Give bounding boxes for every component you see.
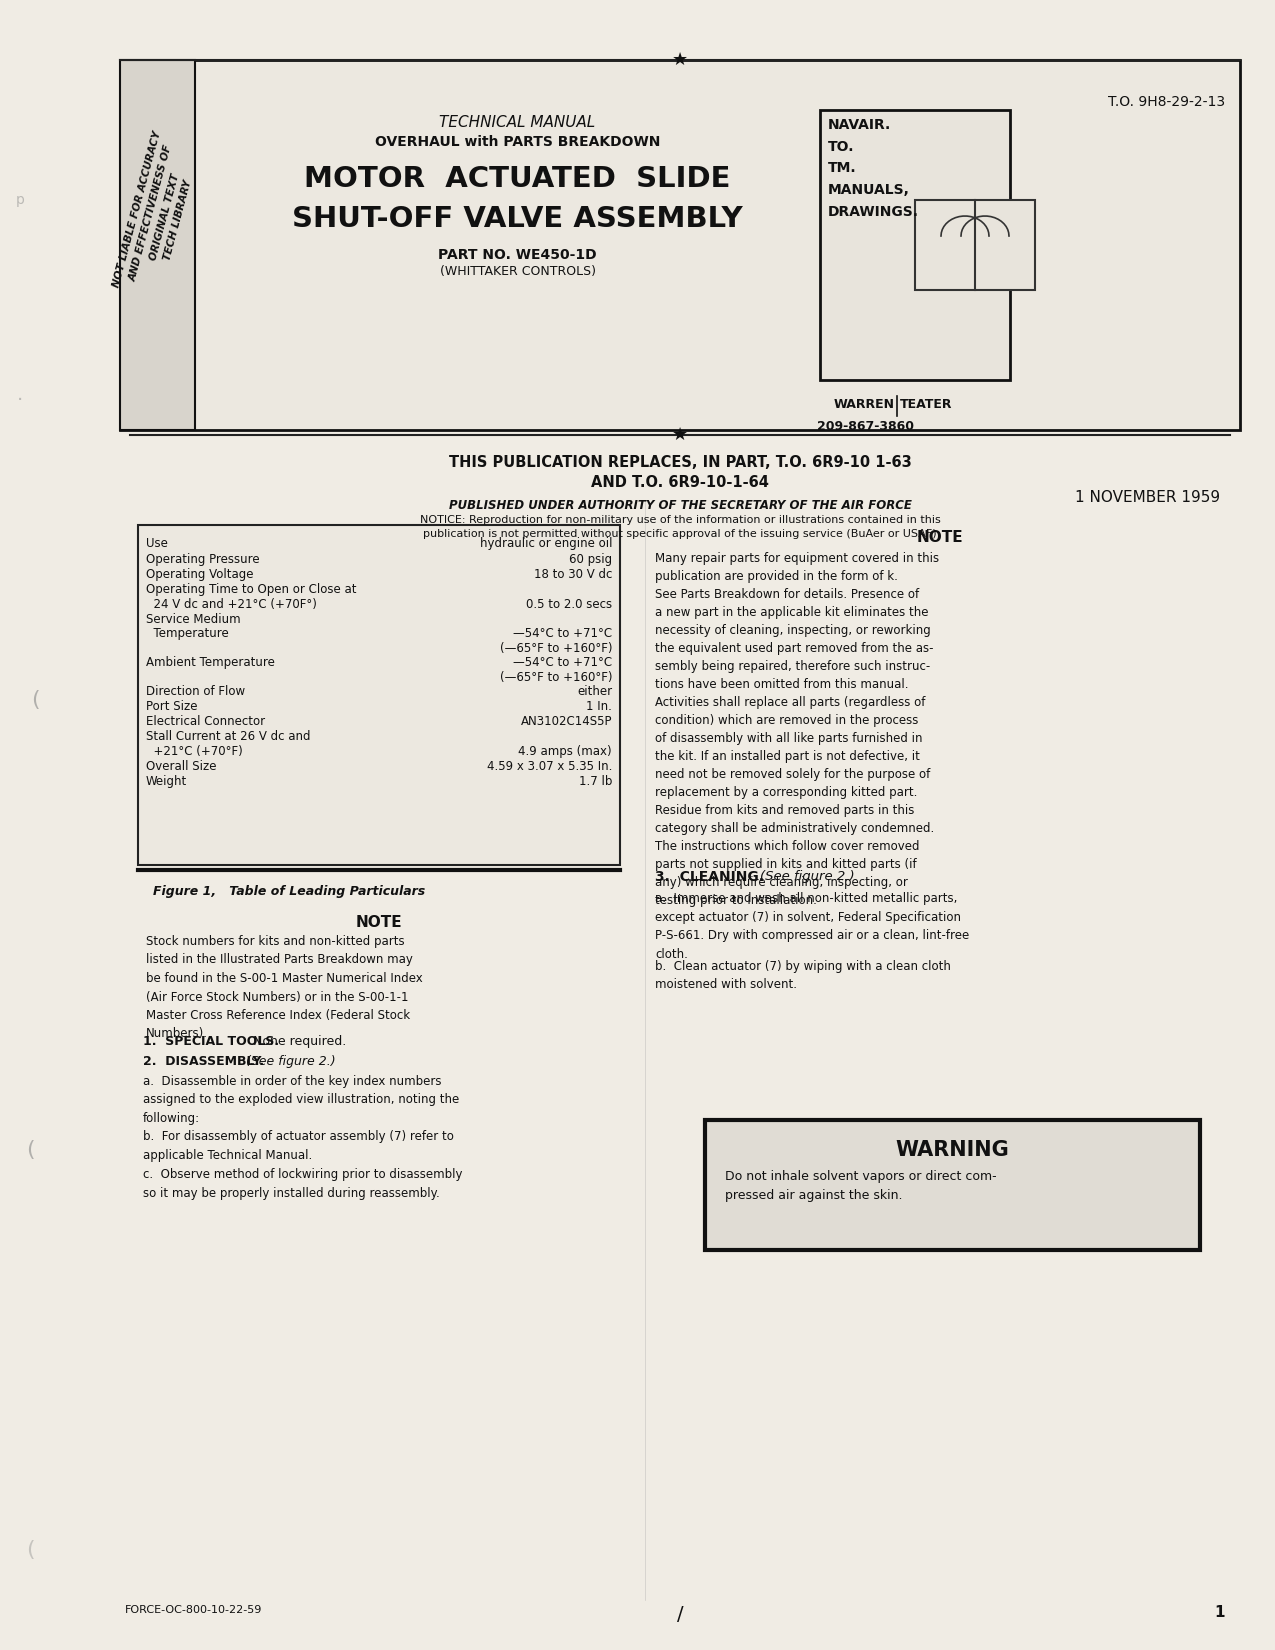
Text: PUBLISHED UNDER AUTHORITY OF THE SECRETARY OF THE AIR FORCE: PUBLISHED UNDER AUTHORITY OF THE SECRETA… [449,498,912,512]
Text: NAVAIR.
TO.
TM.
MANUALS,
DRAWINGS.: NAVAIR. TO. TM. MANUALS, DRAWINGS. [827,119,919,219]
Text: NOTE: NOTE [917,530,964,544]
Text: Operating Time to Open or Close at: Operating Time to Open or Close at [147,582,357,596]
Text: Weight: Weight [147,776,187,789]
Text: 0.5 to 2.0 secs: 0.5 to 2.0 secs [525,597,612,610]
Text: T.O. 9H8-29-2-13: T.O. 9H8-29-2-13 [1108,96,1225,109]
Bar [138,525,620,865]
Text: b.  For disassembly of actuator assembly (7) refer to
applicable Technical Manua: b. For disassembly of actuator assembly … [143,1130,454,1162]
Text: AND T.O. 6R9-10-1-64: AND T.O. 6R9-10-1-64 [592,475,769,490]
Text: c.  Observe method of lockwiring prior to disassembly
so it may be properly inst: c. Observe method of lockwiring prior to… [143,1168,463,1200]
Text: —54°C to +71°C: —54°C to +71°C [513,657,612,668]
Text: NOT LIABLE FOR ACCURACY
AND EFFECTIVENESS OF
ORIGINAL TEXT
TECH LIBRARY: NOT LIABLE FOR ACCURACY AND EFFECTIVENES… [111,130,204,300]
Text: 1.  SPECIAL TOOLS.: 1. SPECIAL TOOLS. [143,1035,279,1048]
Text: Use: Use [147,536,168,549]
Text: ★: ★ [672,51,689,69]
Text: a.  Disassemble in order of the key index numbers
assigned to the exploded view : a. Disassemble in order of the key index… [143,1076,459,1125]
Text: +21°C (+70°F): +21°C (+70°F) [147,746,242,757]
Text: 1.7 lb: 1.7 lb [579,776,612,789]
Text: WARREN: WARREN [834,398,895,411]
Bar [120,59,195,431]
Text: hydraulic or engine oil: hydraulic or engine oil [479,536,612,549]
Text: Many repair parts for equipment covered in this
publication are provided in the : Many repair parts for equipment covered … [655,553,940,908]
Text: ★: ★ [672,426,689,444]
Text: OVERHAUL with PARTS BREAKDOWN: OVERHAUL with PARTS BREAKDOWN [375,135,660,148]
Text: Overall Size: Overall Size [147,761,217,772]
Text: p: p [15,193,24,206]
Text: 4.9 amps (max): 4.9 amps (max) [519,746,612,757]
Text: 209-867-3860: 209-867-3860 [816,421,913,432]
Text: NOTICE: Reproduction for non-military use of the information or illustrations co: NOTICE: Reproduction for non-military us… [419,515,941,540]
Text: AN3102C14S5P: AN3102C14S5P [520,714,612,728]
Text: Stock numbers for kits and non-kitted parts
listed in the Illustrated Parts Brea: Stock numbers for kits and non-kitted pa… [147,936,423,1041]
Bar [120,500,1241,1600]
Text: None required.: None required. [252,1035,347,1048]
Text: Stall Current at 26 V dc and: Stall Current at 26 V dc and [147,729,311,742]
Bar [915,200,1035,290]
Text: MOTOR  ACTUATED  SLIDE: MOTOR ACTUATED SLIDE [305,165,731,193]
Text: Electrical Connector: Electrical Connector [147,714,265,728]
Text: 1: 1 [1215,1605,1225,1620]
Text: Port Size: Port Size [147,700,198,713]
Text: /: / [677,1605,683,1624]
Text: NOTE: NOTE [356,916,403,931]
Text: a.  Immerse and wash all non-kitted metallic parts,
except actuator (7) in solve: a. Immerse and wash all non-kitted metal… [655,893,969,960]
Text: Operating Pressure: Operating Pressure [147,553,260,566]
Text: (: ( [26,1539,34,1559]
Text: Do not inhale solvent vapors or direct com-
pressed air against the skin.: Do not inhale solvent vapors or direct c… [725,1170,997,1201]
Text: Operating Voltage: Operating Voltage [147,568,254,581]
Text: SHUT-OFF VALVE ASSEMBLY: SHUT-OFF VALVE ASSEMBLY [292,205,743,233]
Text: TECHNICAL MANUAL: TECHNICAL MANUAL [440,116,595,130]
Text: 60 psig: 60 psig [569,553,612,566]
Bar [820,111,1010,380]
Bar [120,59,1241,431]
Text: PART NO. WE450-1D: PART NO. WE450-1D [439,248,597,262]
Text: WARNING: WARNING [895,1140,1010,1160]
Text: 18 to 30 V dc: 18 to 30 V dc [534,568,612,581]
Text: (—65°F to +160°F): (—65°F to +160°F) [500,642,612,655]
Text: Direction of Flow: Direction of Flow [147,685,245,698]
Text: Figure 1,   Table of Leading Particulars: Figure 1, Table of Leading Particulars [153,884,426,898]
Text: (See figure 2.): (See figure 2.) [246,1054,335,1068]
Bar [705,1120,1200,1251]
Text: 1 In.: 1 In. [586,700,612,713]
Text: 1 NOVEMBER 1959: 1 NOVEMBER 1959 [1075,490,1220,505]
Text: 3.  CLEANING.: 3. CLEANING. [655,870,764,884]
Text: Service Medium: Service Medium [147,614,241,625]
Text: 4.59 x 3.07 x 5.35 In.: 4.59 x 3.07 x 5.35 In. [487,761,612,772]
Text: THIS PUBLICATION REPLACES, IN PART, T.O. 6R9-10 1-63: THIS PUBLICATION REPLACES, IN PART, T.O.… [449,455,912,470]
Text: FORCE-OC-800-10-22-59: FORCE-OC-800-10-22-59 [125,1605,263,1615]
Text: Temperature: Temperature [147,627,228,640]
Text: ·: · [17,391,23,409]
Text: (—65°F to +160°F): (—65°F to +160°F) [500,672,612,685]
Text: 24 V dc and +21°C (+70F°): 24 V dc and +21°C (+70F°) [147,597,317,610]
Text: Ambient Temperature: Ambient Temperature [147,657,275,668]
Text: TEATER: TEATER [900,398,952,411]
Text: —54°C to +71°C: —54°C to +71°C [513,627,612,640]
Text: b.  Clean actuator (7) by wiping with a clean cloth
moistened with solvent.: b. Clean actuator (7) by wiping with a c… [655,960,951,992]
Text: (WHITTAKER CONTROLS): (WHITTAKER CONTROLS) [440,266,595,277]
Text: either: either [576,685,612,698]
Text: (: ( [31,690,40,710]
Text: 2.  DISASSEMBLY.: 2. DISASSEMBLY. [143,1054,264,1068]
Text: (: ( [26,1140,34,1160]
Text: (See figure 2.): (See figure 2.) [760,870,854,883]
